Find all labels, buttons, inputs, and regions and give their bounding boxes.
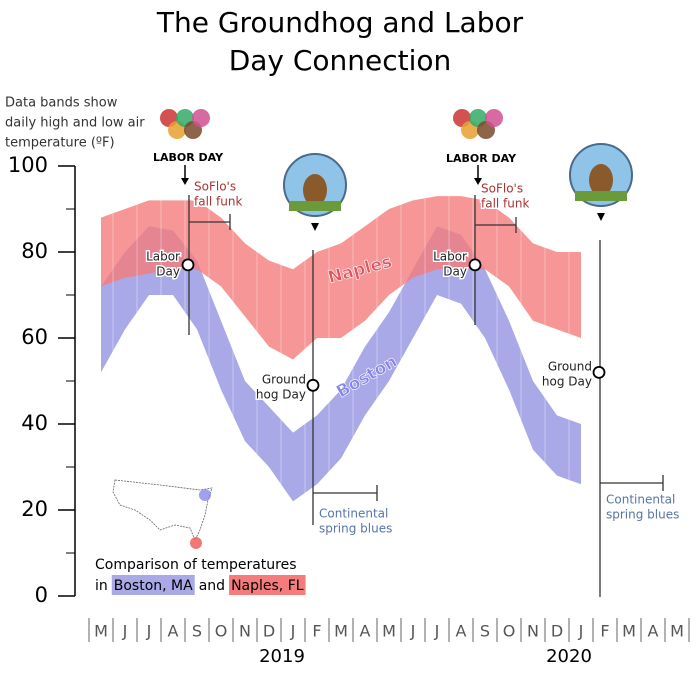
subtitle: Data bands show <box>5 96 118 111</box>
x-tick-label: S <box>192 622 202 641</box>
annotation: fall funk <box>481 197 529 211</box>
x-tick-label: J <box>434 622 440 641</box>
y-tick-label: 100 <box>8 153 48 177</box>
annotation: Labor <box>146 250 180 264</box>
event-marker <box>592 365 606 379</box>
x-tick-label: A <box>456 622 467 641</box>
icon-arrow-head <box>181 178 189 185</box>
y-tick-label: 60 <box>21 325 48 349</box>
year-label: 2020 <box>546 646 592 667</box>
boston-dot <box>199 489 211 501</box>
event-marker <box>468 258 482 272</box>
icon-arrow-head <box>474 178 482 185</box>
temperature-band <box>101 196 581 360</box>
x-tick-label: J <box>410 622 416 641</box>
x-tick-label: M <box>622 622 636 641</box>
y-tick-label: 20 <box>21 497 48 521</box>
annotation: Day <box>443 265 467 279</box>
legend-text: Naples, FL <box>231 578 304 594</box>
icon-arrow-head <box>597 213 605 221</box>
x-tick-label: J <box>146 622 152 641</box>
labor-day-icon <box>192 109 210 127</box>
legend-text: in <box>95 578 108 594</box>
badge-ground <box>575 191 627 201</box>
icon-arrow-head <box>311 223 319 231</box>
annotation: spring blues <box>319 522 392 536</box>
naples-dot <box>190 537 202 549</box>
legend-swatch <box>111 575 195 595</box>
x-tick-label: J <box>122 622 128 641</box>
annotation: Ground <box>548 360 592 374</box>
legend-text: Comparison of temperatures <box>95 557 297 573</box>
subtitle: temperature (ºF) <box>5 136 115 151</box>
groundhog <box>589 164 613 196</box>
subtitle: daily high and low air <box>5 116 145 131</box>
x-tick-label: F <box>600 622 609 641</box>
annotation: SoFlo's <box>481 182 523 196</box>
annotation: LABOR DAY <box>446 152 517 165</box>
x-tick-label: O <box>215 622 228 641</box>
temperature-band <box>101 226 581 502</box>
annotation: Continental <box>606 493 675 507</box>
x-tick-label: O <box>503 622 516 641</box>
x-tick-label: J <box>578 622 584 641</box>
annotation: fall funk <box>194 195 242 209</box>
y-tick-label: 40 <box>21 411 48 435</box>
x-tick-label: A <box>168 622 179 641</box>
annotation: Continental <box>319 507 388 521</box>
x-tick-label: S <box>480 622 490 641</box>
annotation: hog Day <box>542 375 592 389</box>
chart-title: Day Connection <box>229 44 452 77</box>
annotation: Labor <box>433 250 467 264</box>
legend-text: and <box>199 578 225 594</box>
x-tick-label: N <box>239 622 251 641</box>
y-tick-label: 0 <box>35 583 48 607</box>
annotation: spring blues <box>606 508 679 522</box>
x-tick-label: M <box>334 622 348 641</box>
annotation: LABOR DAY <box>153 151 224 164</box>
x-tick-label: M <box>382 622 396 641</box>
year-label: 2019 <box>259 646 305 667</box>
annotation: Ground <box>262 373 306 387</box>
x-tick-label: J <box>290 622 296 641</box>
x-tick-label: M <box>670 622 684 641</box>
annotation: SoFlo's <box>194 180 236 194</box>
x-tick-label: A <box>360 622 371 641</box>
x-tick-label: D <box>551 622 563 641</box>
us-map <box>112 479 213 541</box>
badge-ground <box>289 201 341 211</box>
x-tick-label: M <box>94 622 108 641</box>
x-tick-label: N <box>527 622 539 641</box>
x-tick-label: F <box>312 622 321 641</box>
groundhog <box>303 174 327 206</box>
x-tick-label: A <box>648 622 659 641</box>
labor-day-icon <box>485 109 503 127</box>
event-marker <box>181 258 195 272</box>
chart-title: The Groundhog and Labor <box>156 6 524 39</box>
annotation: Day <box>156 265 180 279</box>
legend-swatch <box>229 575 306 595</box>
x-tick-label: D <box>263 622 275 641</box>
event-marker <box>306 378 320 392</box>
annotation: hog Day <box>256 388 306 402</box>
y-tick-label: 80 <box>21 239 48 263</box>
legend-text: Boston, MA <box>114 578 193 594</box>
